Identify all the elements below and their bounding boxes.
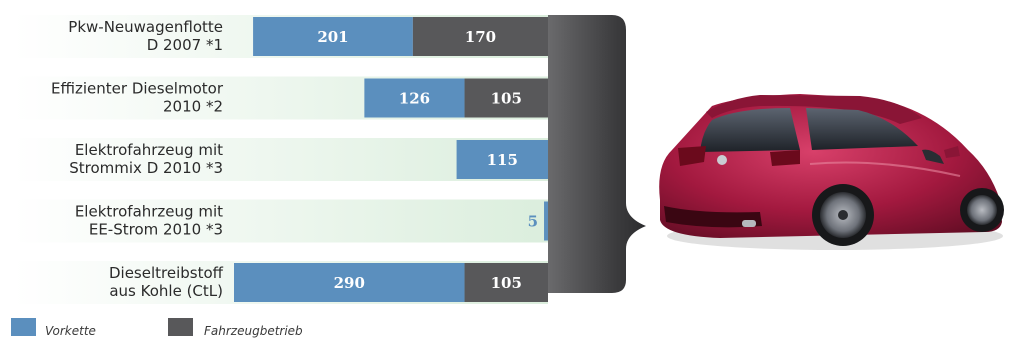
category-label: Elektrofahrzeug mit EE-Strom 2010 *3 bbox=[75, 203, 223, 239]
value-label-fahrzeugbetrieb: 105 bbox=[491, 90, 522, 108]
category-label-line: Elektrofahrzeug mit bbox=[75, 203, 223, 221]
bar-row: Dieseltreibstoff aus Kohle (CtL) 290 105 bbox=[13, 261, 548, 304]
bar-fahrzeugbetrieb bbox=[464, 78, 548, 118]
bar-vorkette bbox=[544, 201, 548, 241]
bar-fahrzeugbetrieb bbox=[412, 17, 548, 56]
legend-swatch bbox=[168, 318, 193, 336]
bar-vorkette bbox=[234, 263, 465, 302]
bar-fahrzeugbetrieb bbox=[464, 263, 548, 302]
value-label-vorkette: 201 bbox=[317, 28, 348, 46]
legend-swatch bbox=[11, 318, 36, 336]
category-label-line: Strommix D 2010 *3 bbox=[69, 159, 223, 177]
category-label: Elektrofahrzeug mit Strommix D 2010 *3 bbox=[69, 141, 223, 177]
legend-label: Fahrzeugbetrieb bbox=[204, 324, 303, 338]
category-label-line: Elektrofahrzeug mit bbox=[75, 141, 223, 159]
bar-row: Elektrofahrzeug mit EE-Strom 2010 *3 5 bbox=[13, 199, 548, 243]
category-label: Pkw-Neuwagenflotte D 2007 *1 bbox=[68, 18, 223, 54]
legend-item: Vorkette bbox=[11, 318, 96, 338]
car-image bbox=[659, 94, 1004, 250]
category-label-line: EE-Strom 2010 *3 bbox=[89, 221, 223, 239]
bracket-shape bbox=[548, 15, 646, 293]
legend: Vorkette Fahrzeugbetrieb bbox=[11, 318, 303, 338]
value-label-vorkette: 5 bbox=[528, 213, 538, 231]
value-label-fahrzeugbetrieb: 115 bbox=[487, 151, 518, 169]
category-label-line: D 2007 *1 bbox=[147, 36, 223, 54]
bar-vorkette bbox=[364, 78, 465, 118]
legend-item: Fahrzeugbetrieb bbox=[168, 318, 303, 338]
bar-vorkette bbox=[456, 140, 548, 179]
category-label: Effizienter Dieselmotor 2010 *2 bbox=[51, 80, 224, 116]
value-label-fahrzeugbetrieb: 170 bbox=[465, 28, 496, 46]
category-label-line: Effizienter Dieselmotor bbox=[51, 80, 224, 98]
legend-label: Vorkette bbox=[45, 324, 96, 338]
bar-vorkette bbox=[253, 17, 413, 56]
category-label: Dieseltreibstoff aus Kohle (CtL) bbox=[109, 264, 224, 300]
value-label-vorkette: 290 bbox=[334, 274, 365, 292]
bar-row: Pkw-Neuwagenflotte D 2007 *1 201 170 bbox=[13, 15, 548, 58]
value-label-vorkette: 126 bbox=[399, 90, 430, 108]
row-background bbox=[13, 199, 548, 243]
category-label-line: aus Kohle (CtL) bbox=[109, 282, 223, 300]
category-label-line: Pkw-Neuwagenflotte bbox=[68, 18, 223, 36]
bar-rows: Pkw-Neuwagenflotte D 2007 *1 201 170 Effizie… bbox=[13, 15, 548, 304]
category-label-line: Dieseltreibstoff bbox=[109, 264, 224, 282]
bar-row: Effizienter Dieselmotor 2010 *2 126 105 bbox=[13, 76, 548, 120]
bar-row: Elektrofahrzeug mit Strommix D 2010 *3 115 bbox=[13, 138, 548, 181]
category-label-line: 2010 *2 bbox=[163, 98, 223, 116]
value-label-fahrzeugbetrieb: 105 bbox=[491, 274, 522, 292]
